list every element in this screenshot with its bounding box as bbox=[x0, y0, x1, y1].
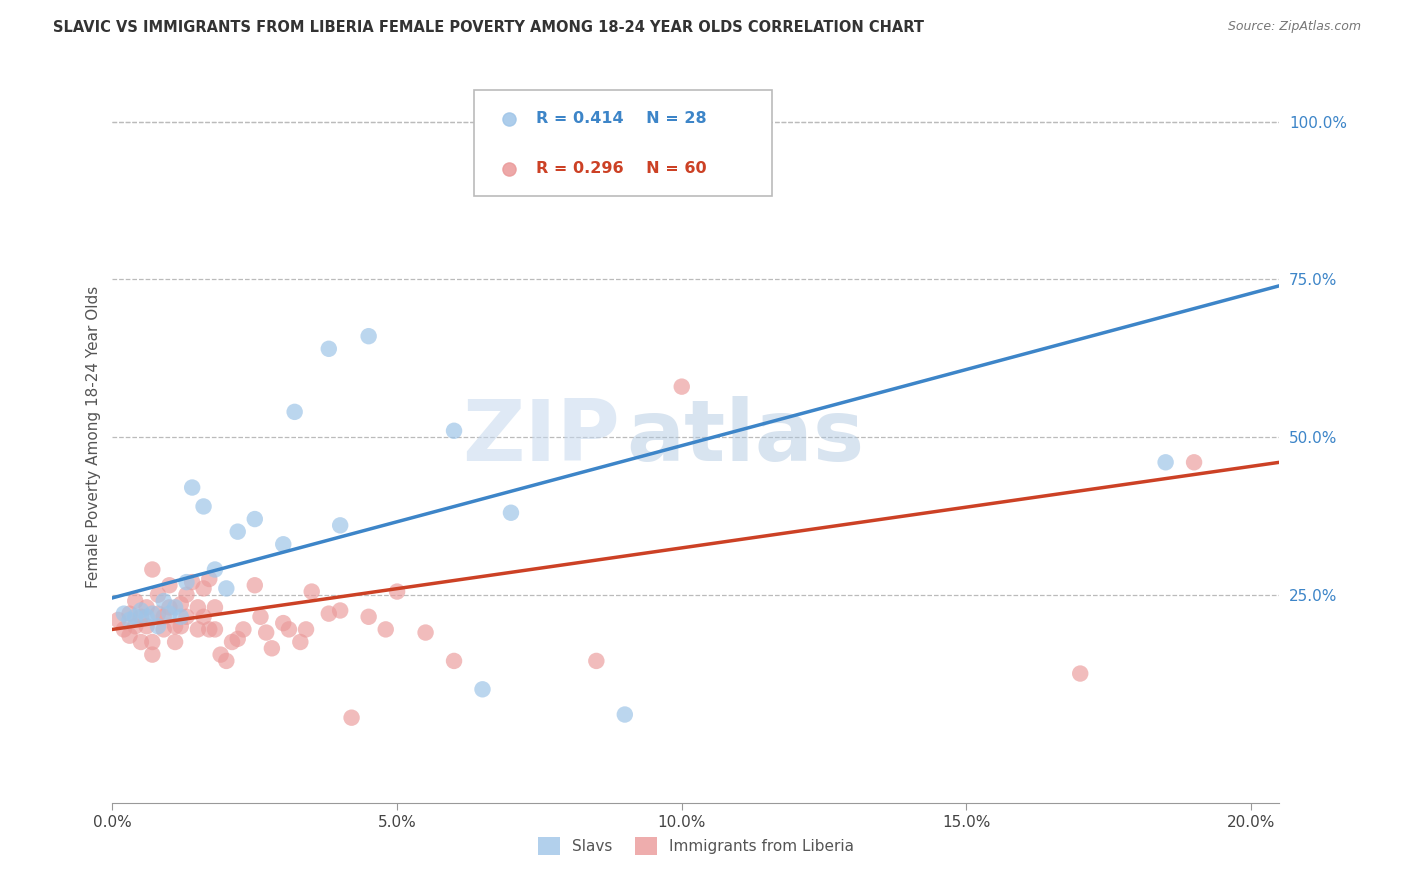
Point bbox=[254, 625, 277, 640]
Point bbox=[415, 625, 437, 640]
Point bbox=[1069, 666, 1091, 681]
Point bbox=[176, 575, 198, 590]
Point bbox=[284, 405, 307, 419]
Point bbox=[187, 623, 209, 637]
Point bbox=[187, 600, 209, 615]
Point bbox=[301, 584, 323, 599]
Point bbox=[209, 648, 232, 662]
Text: atlas: atlas bbox=[626, 395, 865, 479]
Text: R = 0.414    N = 28: R = 0.414 N = 28 bbox=[536, 112, 707, 127]
Point bbox=[443, 654, 465, 668]
Point bbox=[585, 654, 607, 668]
Point bbox=[374, 623, 396, 637]
Point bbox=[357, 329, 380, 343]
Text: ZIP: ZIP bbox=[463, 395, 620, 479]
Point bbox=[118, 613, 141, 627]
Point bbox=[135, 609, 157, 624]
Point bbox=[295, 623, 318, 637]
Legend: Slavs, Immigrants from Liberia: Slavs, Immigrants from Liberia bbox=[531, 831, 860, 861]
Point bbox=[204, 600, 226, 615]
Point bbox=[198, 623, 221, 637]
Point bbox=[170, 609, 193, 624]
Point bbox=[112, 623, 135, 637]
Point bbox=[193, 582, 215, 596]
Point bbox=[290, 635, 312, 649]
Point bbox=[176, 588, 198, 602]
Point bbox=[112, 607, 135, 621]
Point bbox=[124, 609, 146, 624]
Point bbox=[357, 609, 380, 624]
Point bbox=[135, 619, 157, 633]
Point bbox=[243, 578, 266, 592]
Point bbox=[165, 619, 187, 633]
Point bbox=[141, 562, 163, 576]
Point bbox=[141, 648, 163, 662]
Point bbox=[193, 500, 215, 514]
Point bbox=[152, 623, 174, 637]
Point bbox=[141, 635, 163, 649]
Point bbox=[198, 572, 221, 586]
Point bbox=[385, 584, 408, 599]
Point bbox=[243, 512, 266, 526]
Point bbox=[141, 607, 163, 621]
Y-axis label: Female Poverty Among 18-24 Year Olds: Female Poverty Among 18-24 Year Olds bbox=[86, 286, 101, 588]
Point bbox=[157, 607, 180, 621]
Point bbox=[129, 603, 152, 617]
Point bbox=[118, 629, 141, 643]
Point bbox=[124, 619, 146, 633]
Point bbox=[181, 575, 204, 590]
Point bbox=[157, 578, 180, 592]
Text: Source: ZipAtlas.com: Source: ZipAtlas.com bbox=[1227, 20, 1361, 33]
Point bbox=[124, 594, 146, 608]
Point bbox=[249, 609, 271, 624]
Point bbox=[107, 613, 129, 627]
Point bbox=[271, 616, 294, 631]
Point bbox=[118, 607, 141, 621]
Point bbox=[152, 594, 174, 608]
Point bbox=[613, 707, 636, 722]
Point bbox=[129, 609, 152, 624]
Point bbox=[135, 600, 157, 615]
Point bbox=[329, 518, 352, 533]
Point bbox=[146, 619, 169, 633]
Point bbox=[204, 623, 226, 637]
Point bbox=[260, 641, 283, 656]
Point bbox=[170, 619, 193, 633]
Point bbox=[271, 537, 294, 551]
Point bbox=[157, 600, 180, 615]
Point bbox=[443, 424, 465, 438]
Point bbox=[471, 682, 494, 697]
Point bbox=[221, 635, 243, 649]
Text: R = 0.296    N = 60: R = 0.296 N = 60 bbox=[536, 161, 707, 176]
Point bbox=[215, 654, 238, 668]
Point bbox=[671, 379, 693, 393]
Point bbox=[152, 609, 174, 624]
Point bbox=[193, 609, 215, 624]
Point bbox=[176, 609, 198, 624]
Point bbox=[1182, 455, 1205, 469]
Point bbox=[318, 607, 340, 621]
Point bbox=[146, 588, 169, 602]
Point bbox=[129, 635, 152, 649]
Point bbox=[226, 632, 249, 646]
Point bbox=[340, 711, 363, 725]
Point bbox=[278, 623, 301, 637]
Point bbox=[181, 481, 204, 495]
Point bbox=[329, 603, 352, 617]
Point bbox=[215, 582, 238, 596]
Point bbox=[318, 342, 340, 356]
Point bbox=[226, 524, 249, 539]
Point bbox=[1154, 455, 1177, 469]
Text: SLAVIC VS IMMIGRANTS FROM LIBERIA FEMALE POVERTY AMONG 18-24 YEAR OLDS CORRELATI: SLAVIC VS IMMIGRANTS FROM LIBERIA FEMALE… bbox=[53, 20, 924, 35]
Point bbox=[146, 607, 169, 621]
Point bbox=[170, 597, 193, 611]
Point bbox=[165, 635, 187, 649]
Point bbox=[499, 506, 522, 520]
Point bbox=[165, 600, 187, 615]
FancyBboxPatch shape bbox=[474, 90, 772, 195]
Point bbox=[204, 562, 226, 576]
Point bbox=[232, 623, 254, 637]
